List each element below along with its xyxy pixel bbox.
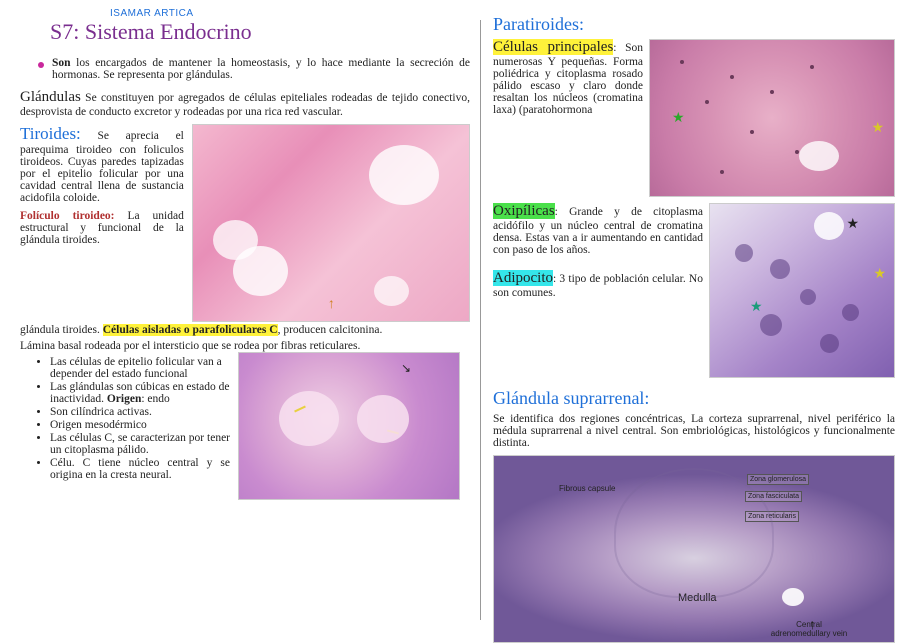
tiroides-text-wrap: Tiroides: Se aprecia el parequima tiroid… <box>20 124 184 322</box>
celulas-c-rest: , producen calcitonina. <box>278 324 383 336</box>
author-name: ISAMAR ARTICA <box>110 8 470 19</box>
list-item: Las glándulas son cúbicas en estado de i… <box>50 381 230 405</box>
page-title: S7: Sistema Endocrino <box>50 19 470 45</box>
oxi-highlight: Oxipílicas <box>493 203 555 219</box>
parafollicular-image: ↘ <box>238 352 460 500</box>
paratiroides-image: ★ ★ <box>649 39 895 197</box>
glandulas-text: Se constituyen por agregados de células … <box>20 92 470 118</box>
cell-speck <box>770 90 774 94</box>
oxiphil-image: ★ ★ ★ <box>709 203 895 378</box>
page-root: ISAMAR ARTICA S7: Sistema Endocrino Son … <box>0 0 905 640</box>
follicle-shape-2 <box>374 276 409 306</box>
oxi-text-wrap: Oxipílicas: Grande y de citoplasma acidó… <box>493 203 703 378</box>
foliculo-p: Folículo tiroideo: La unidad estructural… <box>20 210 184 246</box>
paratiroides-block: Células principales: Son numerosas Y peq… <box>493 39 895 197</box>
suprarrenal-image: Fibrous capsule Zona glomerulosa Zona fa… <box>493 455 895 643</box>
arrow-up-icon: ↑ <box>328 297 335 313</box>
intro-text: Son los encargados de mantener la homeos… <box>52 57 470 81</box>
oxi-p: Oxipílicas: Grande y de citoplasma acidó… <box>493 203 703 256</box>
star-teal-icon: ★ <box>750 299 763 316</box>
tiroides-block: Tiroides: Se aprecia el parequima tiroid… <box>20 124 470 322</box>
origen-val: : endo <box>141 393 169 405</box>
oxi-block: Oxipílicas: Grande y de citoplasma acidó… <box>493 203 895 378</box>
tiroides-p1: Tiroides: Se aprecia el parequima tiroid… <box>20 124 184 204</box>
cell-blob <box>760 314 782 336</box>
list-item: Son cilíndrica activas. <box>50 406 230 418</box>
star-green-icon: ★ <box>672 110 685 127</box>
cell-blob <box>842 304 859 321</box>
intro-bullet: Son los encargados de mantener la homeos… <box>38 57 470 81</box>
cel-principales-text: Células principales: Son numerosas Y peq… <box>493 39 643 197</box>
star-yellow-icon: ★ <box>871 120 884 137</box>
follicle-shape <box>213 220 258 260</box>
vein-label: Central adrenomedullary vein <box>769 620 849 638</box>
cell-blob <box>770 259 790 279</box>
cel-princ-highlight: Células principales <box>493 39 613 55</box>
bullet-list: Las células de epitelio folicular van a … <box>50 356 230 481</box>
intro-rest: los encargados de mantener la homeostasi… <box>52 57 470 81</box>
list-item: Célu. C tiene núcleo central y se origin… <box>50 457 230 481</box>
star-yellow-icon: ★ <box>873 266 886 283</box>
cell-speck <box>810 65 814 69</box>
suprarrenal-text: Se identifica dos regiones concéntricas,… <box>493 413 895 449</box>
zona-glomerulosa-label: Zona glomerulosa <box>747 474 809 485</box>
celulas-c-highlight: Células aisladas o parafoliculares C <box>103 324 278 336</box>
lamina-text: Lámina basal rodeada por el intersticio … <box>20 340 470 352</box>
list-item: Origen mesodérmico <box>50 419 230 431</box>
paratiroides-heading: Paratiroides: <box>493 14 895 35</box>
vacuole-shape <box>799 141 839 171</box>
arrow-icon <box>294 406 306 413</box>
cortex-outline <box>614 468 774 598</box>
left-column: ISAMAR ARTICA S7: Sistema Endocrino Son … <box>0 0 480 640</box>
bullet-dot-icon <box>38 62 44 68</box>
vacuole-shape <box>814 212 844 240</box>
cell-speck <box>730 75 734 79</box>
right-column: Paratiroides: Células principales: Son n… <box>481 0 905 640</box>
marker-icon: ↘ <box>401 361 411 376</box>
star-black-icon: ★ <box>846 216 859 233</box>
fibrous-capsule-label: Fibrous capsule <box>559 484 615 493</box>
suprarrenal-heading: Glándula suprarrenal: <box>493 388 895 409</box>
origen-label: Origen <box>107 393 142 405</box>
bullets-block: Las células de epitelio folicular van a … <box>20 352 470 500</box>
bullets-text: Las células de epitelio folicular van a … <box>20 352 230 500</box>
cell-blob <box>820 334 839 353</box>
tiroides-heading: Tiroides: <box>20 124 81 143</box>
foliculo-cont: glándula tiroides. <box>20 324 103 336</box>
arrow-icon <box>387 429 399 434</box>
cell-blob <box>735 244 753 262</box>
foliculo-label: Folículo tiroideo: <box>20 210 115 222</box>
glandulas-paragraph: Glándulas Se constituyen por agregados d… <box>20 89 470 118</box>
adipo-p: Adipocito: 3 tipo de población celular. … <box>493 270 703 299</box>
vein-shape <box>782 588 804 606</box>
list-item: Las células de epitelio folicular van a … <box>50 356 230 380</box>
cell-speck <box>680 60 684 64</box>
glandulas-label: Glándulas <box>20 89 81 105</box>
intro-lead: Son <box>52 57 71 69</box>
celulas-c-line: glándula tiroides. Células aisladas o pa… <box>20 324 470 336</box>
tiroides-histology-image: ↑ <box>192 124 470 322</box>
adipo-highlight: Adipocito <box>493 270 553 286</box>
cell-speck <box>720 170 724 174</box>
cell-speck <box>705 100 709 104</box>
cell-speck <box>750 130 754 134</box>
list-item: Las células C, se caracterizan por tener… <box>50 432 230 456</box>
cell-blob <box>800 289 816 305</box>
